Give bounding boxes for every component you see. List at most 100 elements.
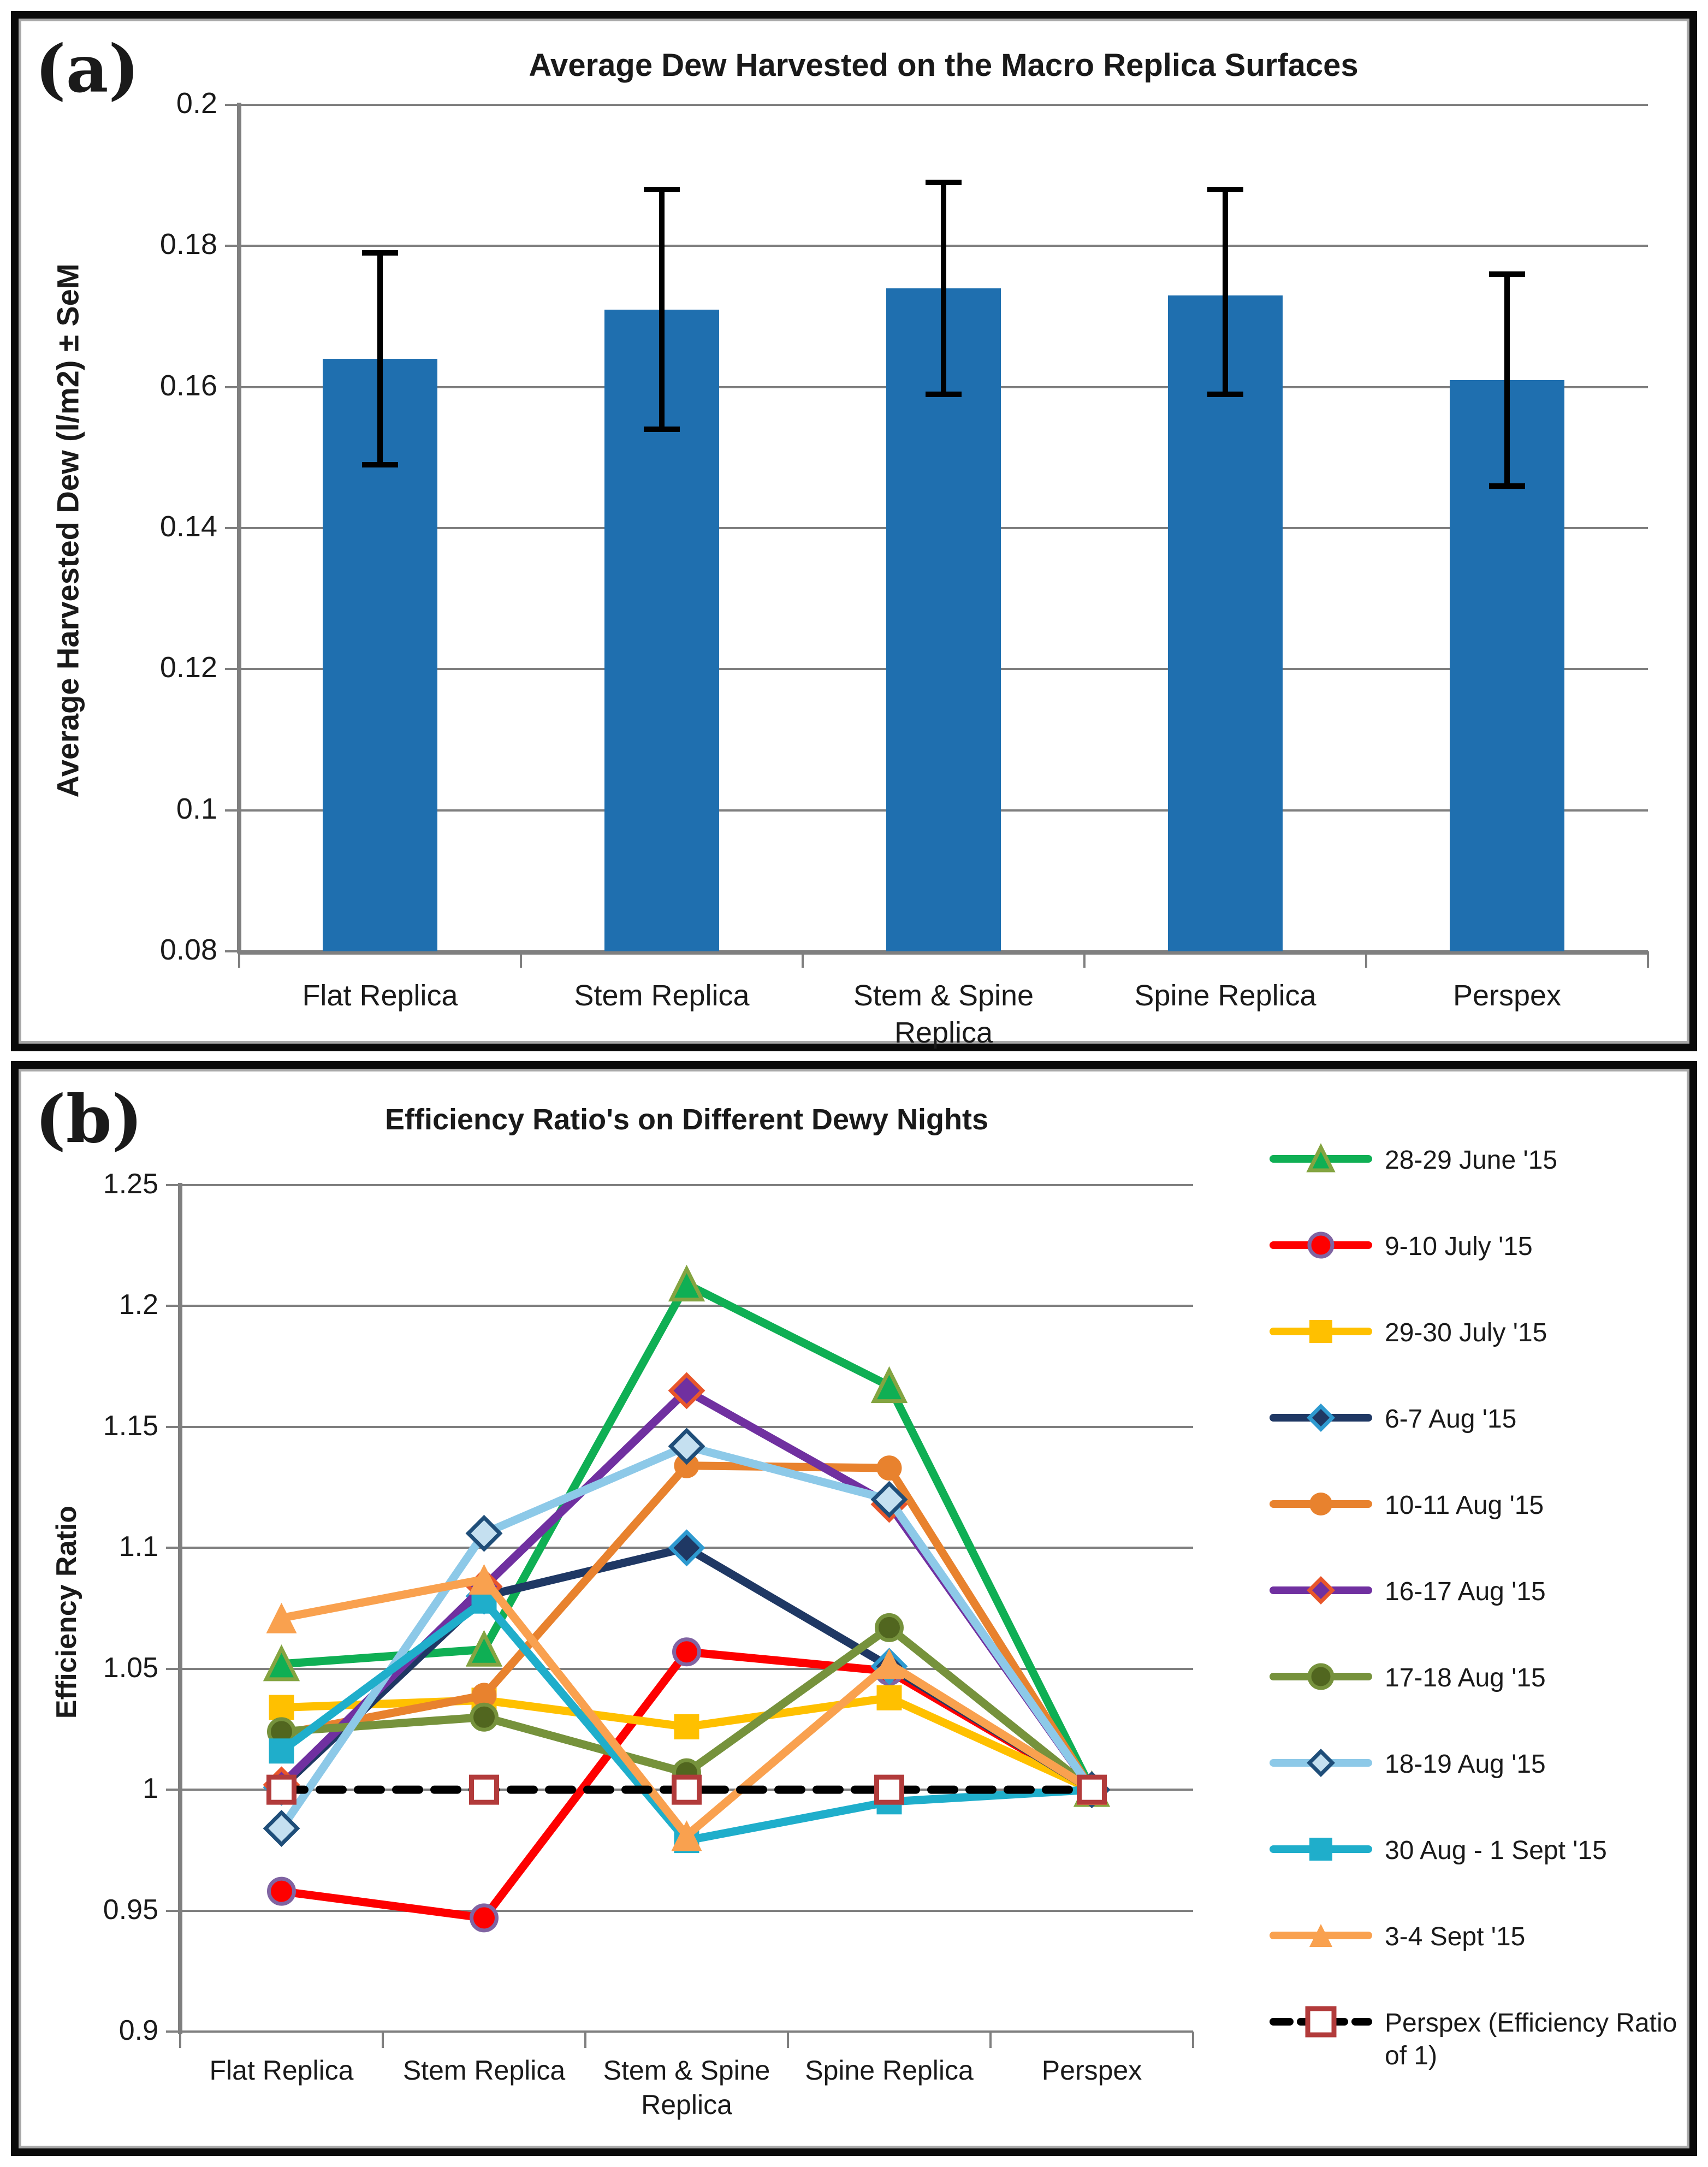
error-bar-cap-top xyxy=(362,250,398,256)
x-category-label: Flat Replica xyxy=(302,979,458,1012)
y-tick-label: 0.1 xyxy=(176,792,217,825)
gridline-y-1.15 xyxy=(180,1425,1193,1428)
y-tick-mark xyxy=(166,1425,180,1428)
series-marker-circle xyxy=(672,1637,701,1667)
x-category-label: Perspex xyxy=(1452,979,1562,1012)
legend-marker-square xyxy=(1309,1320,1332,1343)
x-tick-mark xyxy=(787,2032,789,2048)
series-marker-triangle xyxy=(671,1820,702,1851)
series-marker-triangle xyxy=(468,1564,500,1595)
x-category-label: Stem Replica xyxy=(574,979,750,1012)
x-tick-mark xyxy=(1083,951,1086,968)
legend-swatch-square xyxy=(1270,1838,1372,1861)
x-tick-mark xyxy=(1365,951,1367,968)
legend-item-Perspex-Efficiency-Ratio-of-1-: Perspex (Efficiency Ratio of 1) xyxy=(1269,2003,1680,2073)
y-tick-mark xyxy=(166,1184,180,1186)
line-series-svg xyxy=(263,1264,1111,1933)
y-tick-label: 0.18 xyxy=(159,228,217,261)
legend-label: 28-29 June '15 xyxy=(1385,1146,1558,1175)
y-tick-mark xyxy=(166,2030,180,2033)
legend-swatch-triangle xyxy=(1270,1924,1372,1947)
panel-b-letter: (b) xyxy=(35,1081,143,1158)
series-marker-diamond xyxy=(668,1372,705,1410)
series-marker-open-diamond xyxy=(870,1481,908,1518)
error-bar xyxy=(941,182,946,394)
series-marker-circle xyxy=(470,1702,499,1732)
error-bar-cap-top xyxy=(1489,271,1525,277)
error-bar-cap-bottom xyxy=(1489,483,1525,489)
legend-item-18-19-Aug-15: 18-19 Aug '15 xyxy=(1269,1744,1680,1782)
series-marker-open-diamond xyxy=(668,1428,705,1465)
legend-label: Perspex (Efficiency Ratio of 1) xyxy=(1385,2009,1677,2070)
gridline-y-1.05 xyxy=(180,1667,1193,1670)
bar-spine-replica xyxy=(1168,295,1283,951)
x-category-label: Stem & Spine Replica xyxy=(603,2055,770,2120)
panel-a-letter: (a) xyxy=(35,31,140,108)
gridline-y-0.08 xyxy=(239,950,1648,955)
bar-stem-spine-replica xyxy=(886,288,1001,951)
y-tick-mark xyxy=(225,104,239,106)
y-tick-label: 1.25 xyxy=(103,1168,158,1200)
y-tick-mark xyxy=(166,1667,180,1670)
legend-marker-circle xyxy=(1309,1493,1332,1515)
legend-item-6-7-Aug-15: 6-7 Aug '15 xyxy=(1269,1399,1680,1437)
series-marker-triangle xyxy=(263,1644,300,1682)
y-tick-label: 1.15 xyxy=(103,1410,158,1442)
series-marker-open-diamond xyxy=(465,1514,503,1552)
series-marker-circle xyxy=(674,1453,699,1478)
legend-marker-diamond xyxy=(1307,1404,1335,1432)
error-bar-cap-bottom xyxy=(1207,391,1243,397)
legend-swatch-triangle xyxy=(1270,1143,1372,1173)
series-marker-triangle xyxy=(874,1648,905,1679)
legend-swatch-square xyxy=(1270,1320,1372,1343)
legend-label: 18-19 Aug '15 xyxy=(1385,1750,1546,1779)
legend-item-29-30-July-15: 29-30 July '15 xyxy=(1269,1312,1680,1351)
legend-label: 30 Aug - 1 Sept '15 xyxy=(1385,1836,1607,1865)
y-tick-mark xyxy=(225,809,239,812)
legend-label: 9-10 July '15 xyxy=(1385,1232,1533,1261)
series-marker-diamond xyxy=(668,1529,705,1567)
gridline-y-0.95 xyxy=(180,1909,1193,1912)
legend-item-28-29-June-15: 28-29 June '15 xyxy=(1269,1140,1680,1178)
legend-marker-square xyxy=(1309,1838,1332,1861)
y-tick-label: 0.16 xyxy=(159,369,217,402)
legend-marker-circle xyxy=(1307,1231,1335,1259)
series-marker-square xyxy=(269,1738,294,1764)
x-category-label: Spine Replica xyxy=(805,2055,974,2086)
legend-swatch-circle xyxy=(1270,1663,1372,1690)
y-tick-label: 1.2 xyxy=(118,1289,158,1321)
y-tick-mark xyxy=(225,950,239,952)
legend-marker-diamond xyxy=(1307,1576,1335,1604)
legend-item-16-17-Aug-15: 16-17 Aug '15 xyxy=(1269,1571,1680,1609)
error-bar-cap-bottom xyxy=(926,391,962,397)
series-marker-circle xyxy=(267,1876,296,1906)
gridline-y-0.9 xyxy=(180,2030,1193,2033)
legend-marker-open-diamond xyxy=(1307,1749,1335,1777)
series-marker-open-square xyxy=(874,1774,904,1805)
x-tick-mark xyxy=(1192,2032,1194,2048)
legend-swatch-diamond xyxy=(1270,1576,1372,1604)
legend-label: 16-17 Aug '15 xyxy=(1385,1577,1546,1606)
series-marker-triangle xyxy=(465,1630,503,1667)
panel-a-bar-chart: (a) Average Dew Harvested on the Macro R… xyxy=(11,11,1697,1051)
panel-a-chart-title: Average Dew Harvested on the Macro Repli… xyxy=(529,48,1359,83)
series-marker-circle xyxy=(471,1683,497,1708)
gridline-y-0.2 xyxy=(239,104,1648,106)
y-tick-label: 0.12 xyxy=(159,651,217,684)
series-marker-open-square xyxy=(266,1774,296,1805)
error-bar-cap-top xyxy=(1207,187,1243,192)
legend-marker-open-square xyxy=(1305,2006,1337,2038)
y-tick-label: 0.08 xyxy=(159,933,217,966)
legend-marker-triangle xyxy=(1306,1143,1336,1173)
y-tick-mark xyxy=(166,1547,180,1549)
legend-item-3-4-Sept-15: 3-4 Sept '15 xyxy=(1269,1916,1680,1955)
y-tick-mark xyxy=(225,386,239,388)
x-tick-mark xyxy=(989,2032,992,2048)
x-category-label: Stem & Spine Replica xyxy=(853,979,1034,1049)
panel-b-chart-title: Efficiency Ratio's on Different Dewy Nig… xyxy=(384,1103,989,1136)
error-bar-cap-bottom xyxy=(644,427,680,433)
legend-swatch-circle xyxy=(1270,1493,1372,1515)
legend-swatch-open-square xyxy=(1270,2006,1372,2038)
series-marker-open-square xyxy=(469,1774,499,1805)
series-marker-open-square xyxy=(1077,1774,1107,1805)
